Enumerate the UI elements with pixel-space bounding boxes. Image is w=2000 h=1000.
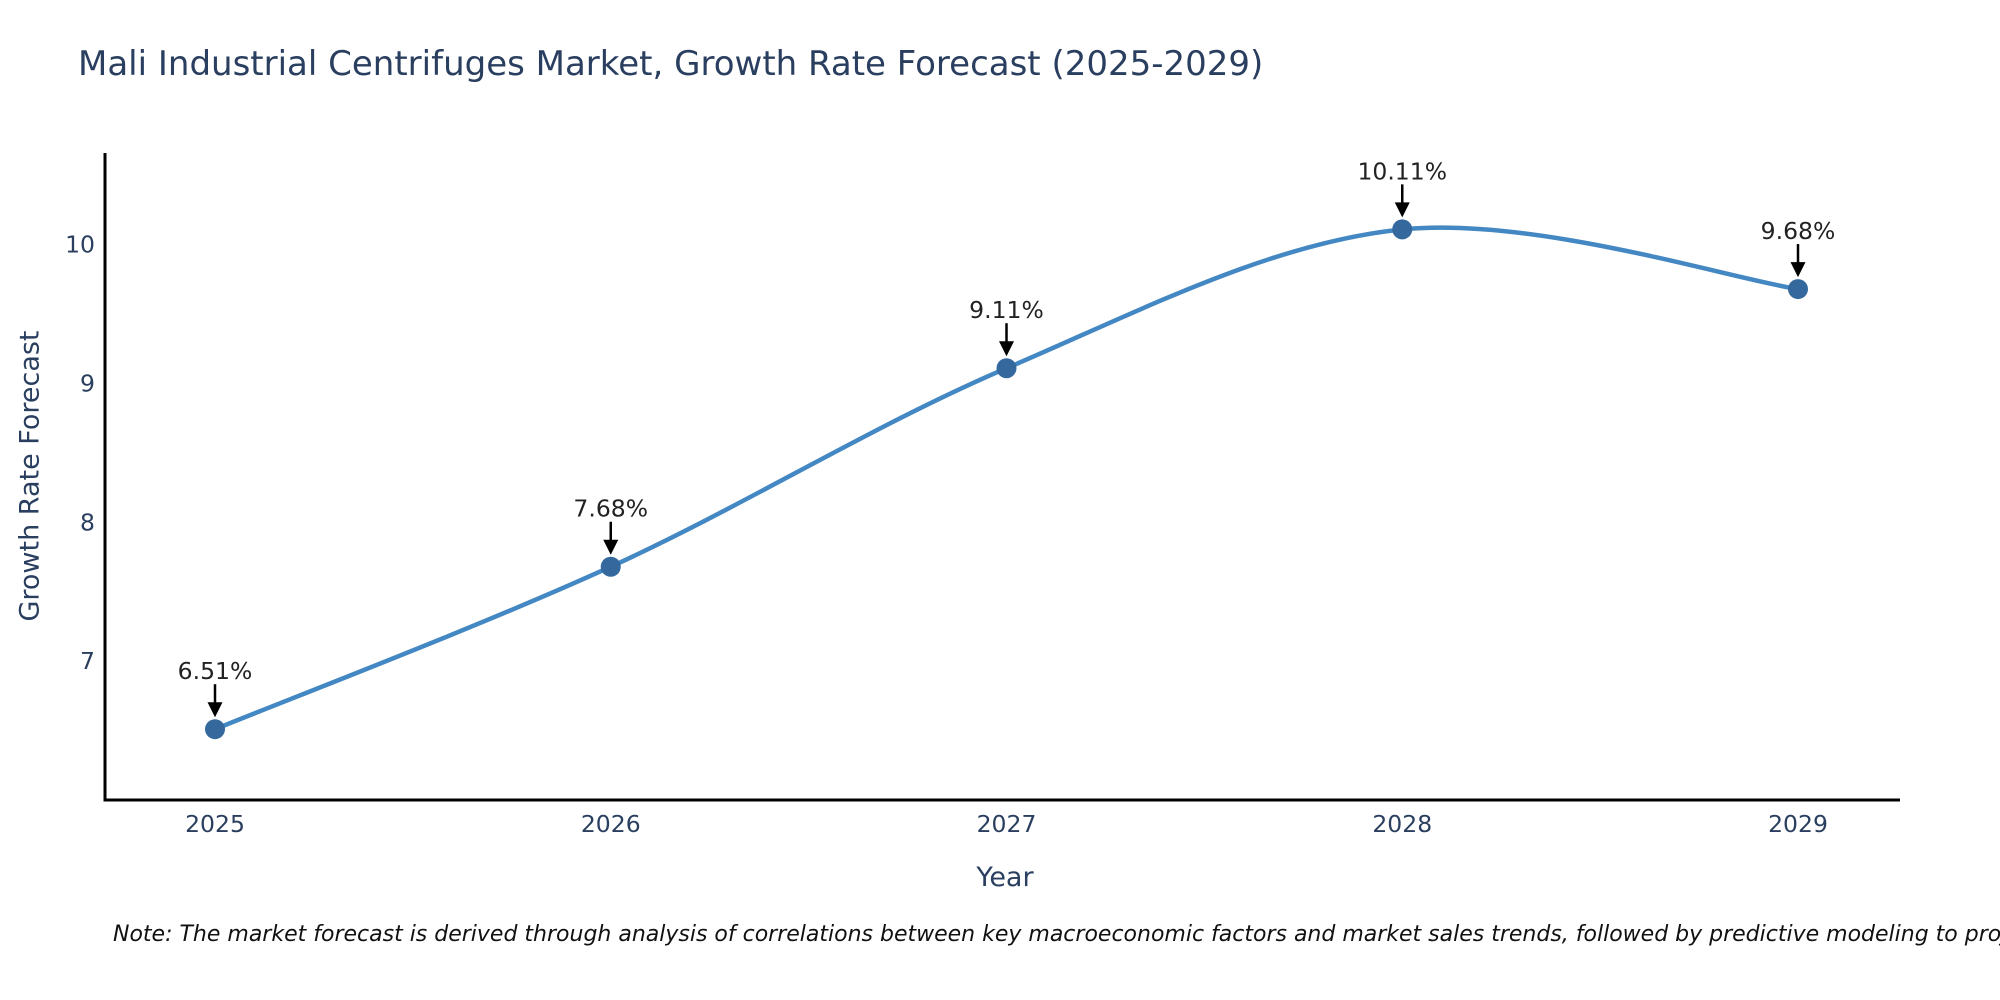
data-point-marker — [600, 556, 621, 577]
annotation-label: 6.51% — [178, 657, 253, 685]
x-tick-label: 2025 — [185, 810, 245, 838]
y-tick-label: 8 — [80, 508, 95, 536]
annotation-label: 9.11% — [969, 296, 1044, 324]
x-tick-label: 2029 — [1768, 810, 1828, 838]
y-tick-label: 7 — [80, 647, 95, 675]
y-tick-label: 10 — [65, 231, 95, 259]
x-tick-label: 2026 — [581, 810, 641, 838]
data-point-marker — [1392, 219, 1413, 240]
footnote: Note: The market forecast is derived thr… — [113, 922, 2000, 947]
annotation-arrowhead — [603, 539, 619, 555]
y-tick-label: 9 — [80, 369, 95, 397]
chart-title: Mali Industrial Centrifuges Market, Grow… — [78, 44, 1264, 84]
data-point-marker — [205, 719, 225, 740]
annotation-label: 7.68% — [573, 495, 648, 523]
annotation-label: 10.11% — [1357, 157, 1447, 185]
x-tick-label: 2028 — [1372, 810, 1432, 838]
x-axis-title: Year — [976, 862, 1034, 893]
annotation-arrowhead — [999, 341, 1014, 357]
data-point-marker — [1788, 279, 1808, 300]
annotation-arrowhead — [1790, 262, 1806, 278]
data-point-marker — [996, 358, 1017, 379]
annotation-arrowhead — [207, 702, 223, 718]
x-tick-label: 2027 — [977, 810, 1037, 838]
annotation-label: 9.68% — [1761, 217, 1836, 245]
annotation-arrowhead — [1394, 202, 1410, 218]
